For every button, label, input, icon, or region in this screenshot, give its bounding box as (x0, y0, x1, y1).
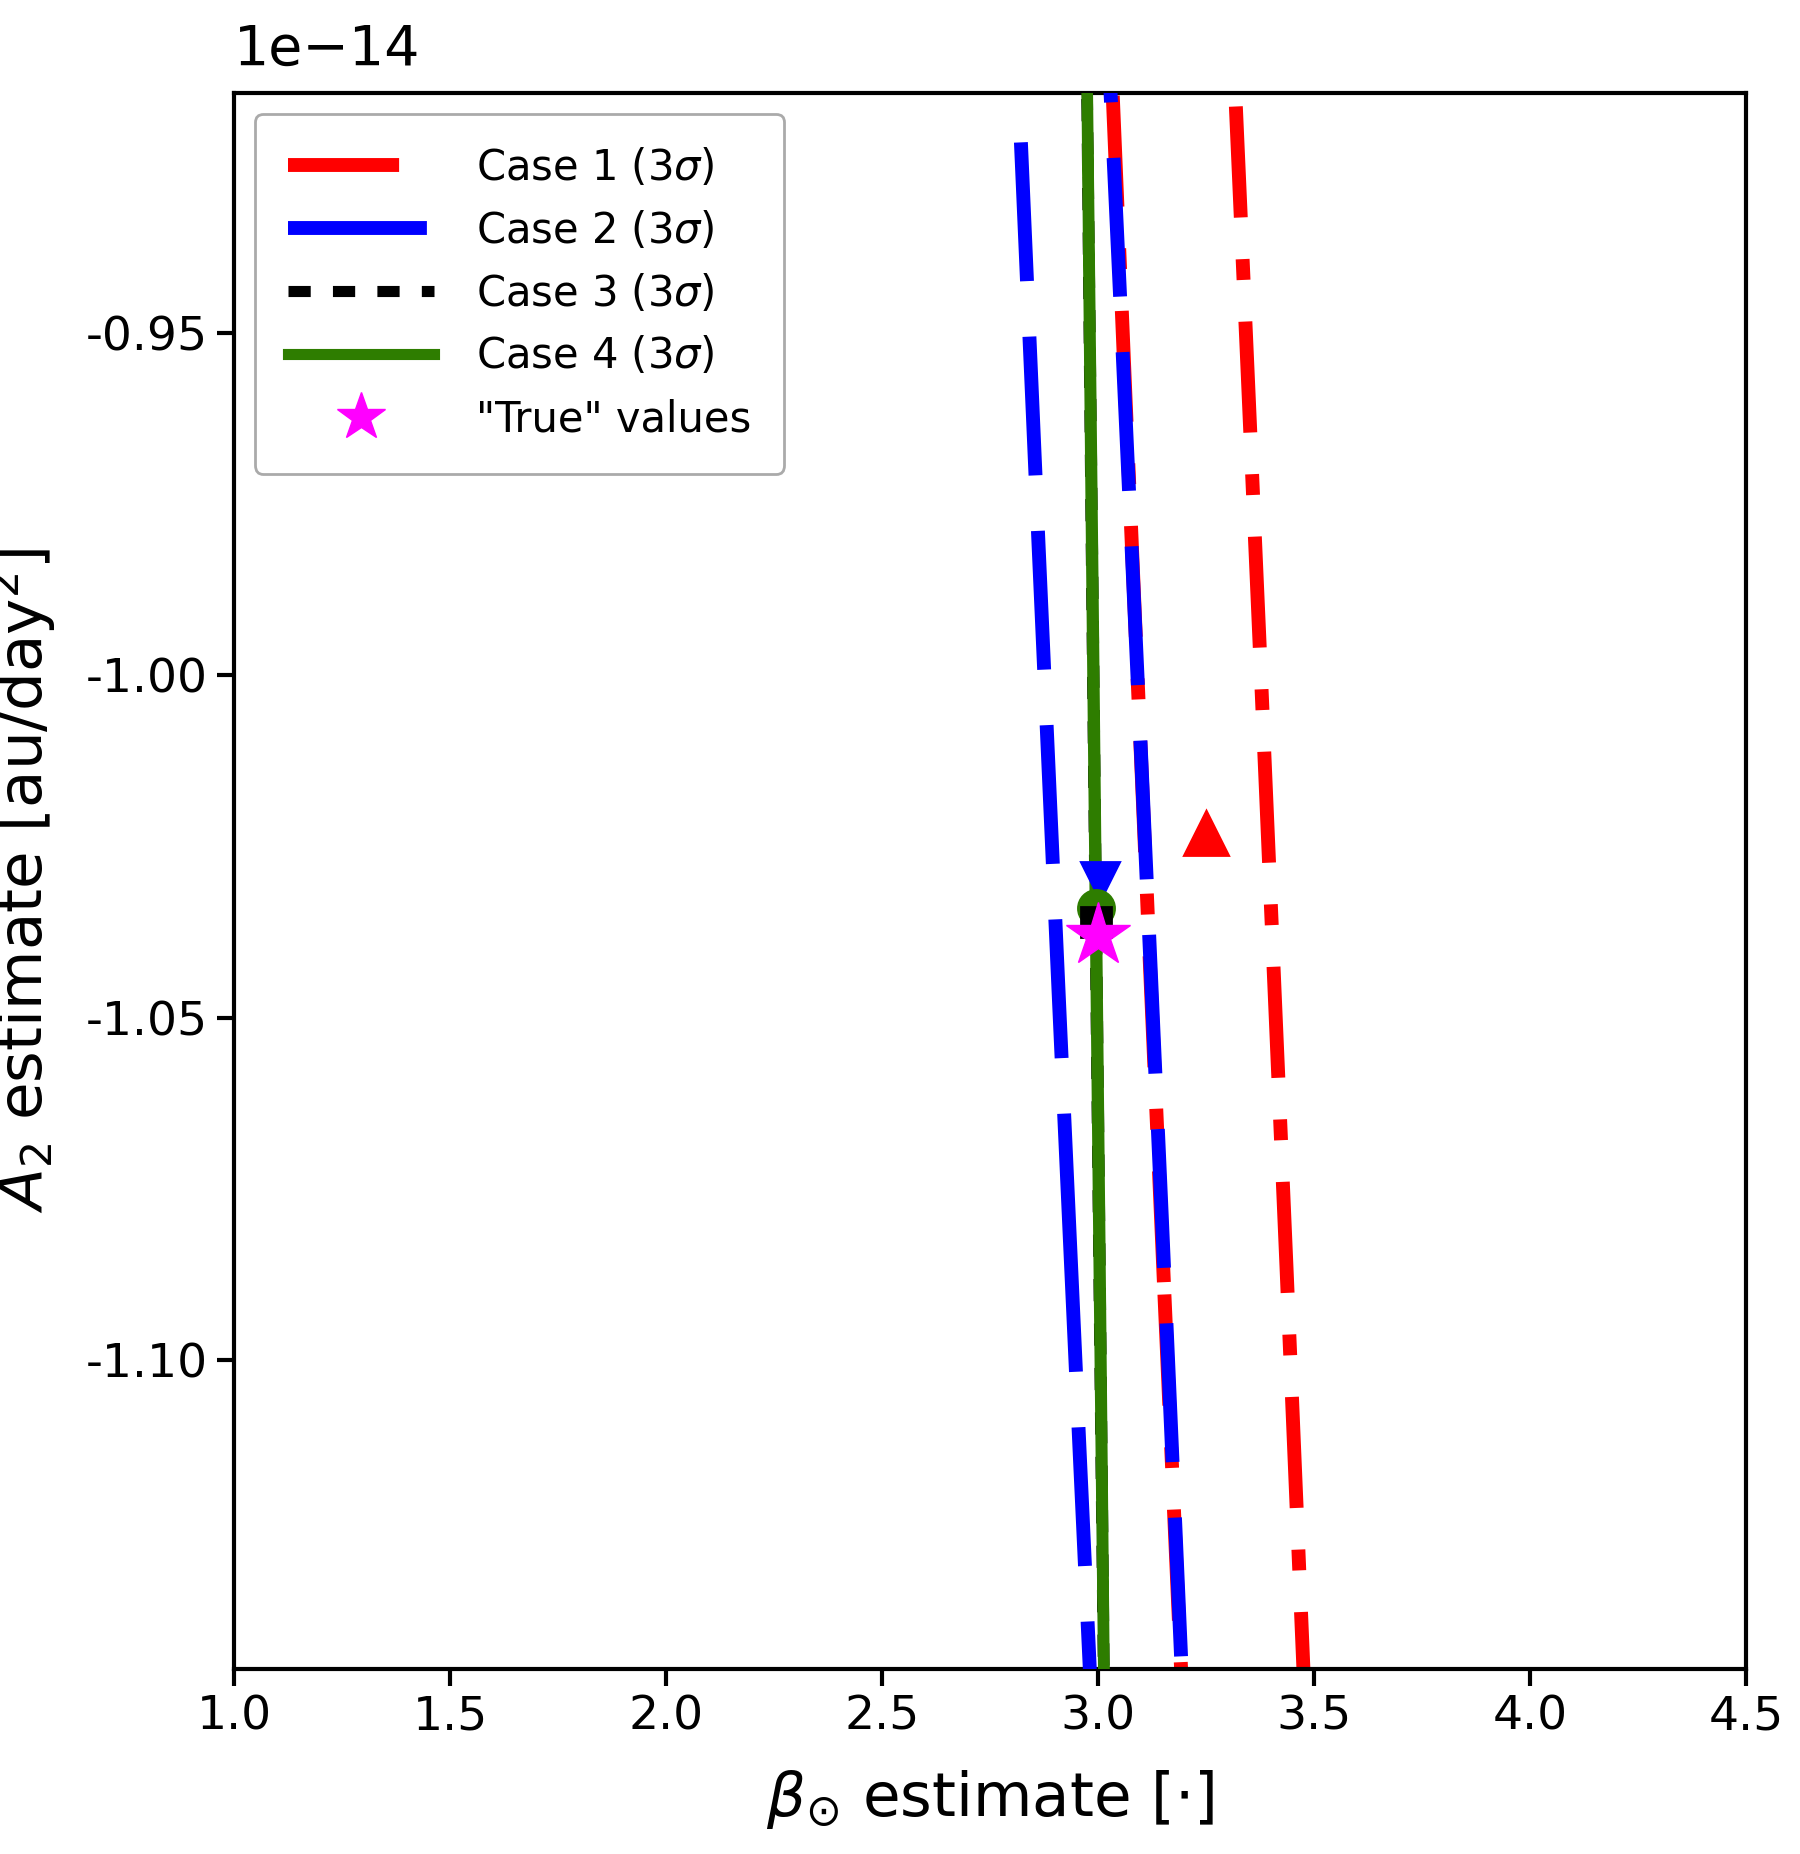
Text: 1e−14: 1e−14 (234, 22, 421, 78)
Legend: Case 1 (3$\sigma$), Case 2 (3$\sigma$), Case 3 (3$\sigma$), Case 4 (3$\sigma$), : Case 1 (3$\sigma$), Case 2 (3$\sigma$), … (256, 113, 785, 473)
Y-axis label: $A_2$ estimate [au/day$^2$]: $A_2$ estimate [au/day$^2$] (0, 549, 58, 1213)
X-axis label: $\beta_{\odot}$ estimate $[\cdot]$: $\beta_{\odot}$ estimate $[\cdot]$ (765, 1767, 1215, 1830)
